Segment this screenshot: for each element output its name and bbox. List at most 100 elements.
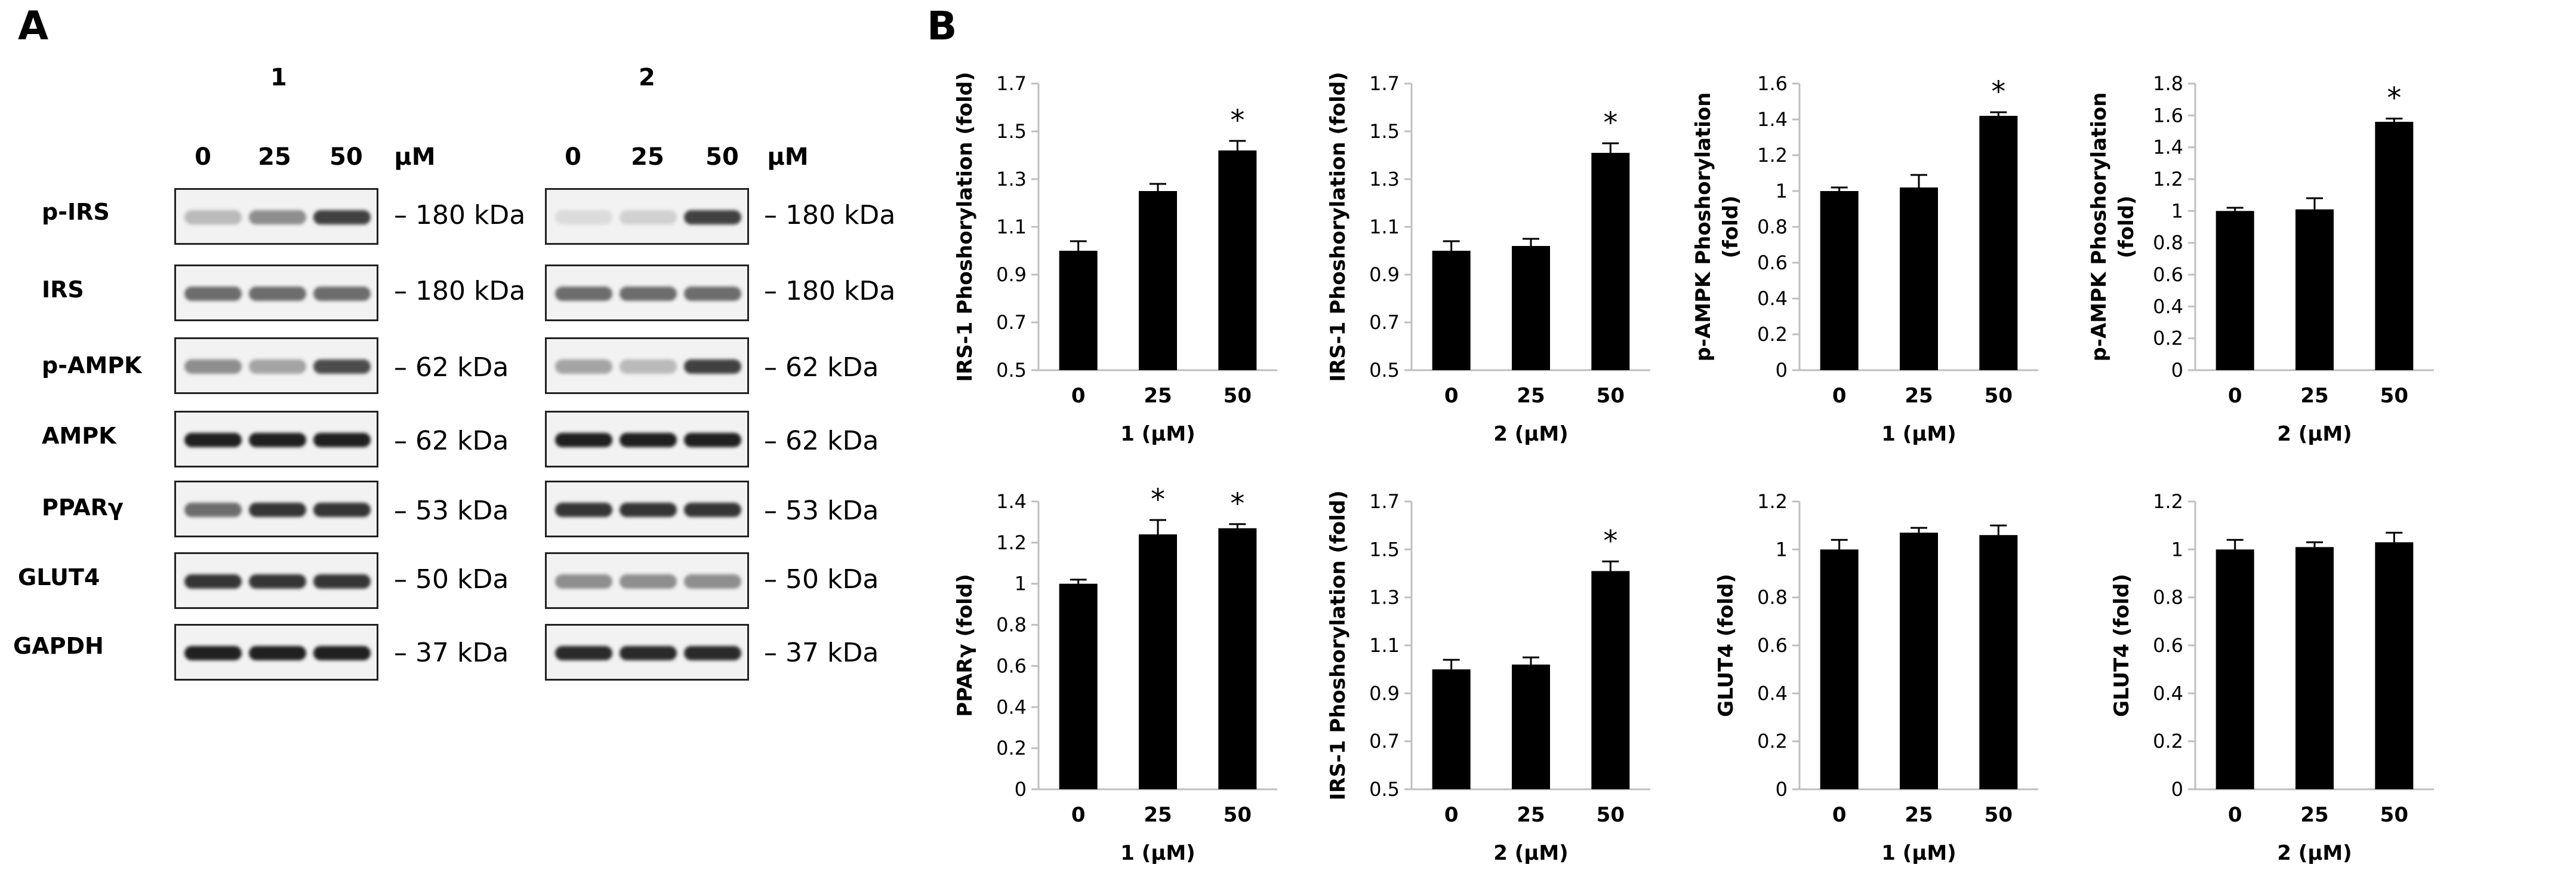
- blot-band: [313, 646, 371, 660]
- chart3-y-tick-label: 1.4: [2153, 136, 2183, 159]
- chart5-x-tick-label: 50: [1597, 803, 1625, 827]
- chart3-x-tick-label: 50: [2380, 384, 2408, 408]
- chart7-y-tick-label: 1.2: [2153, 490, 2183, 513]
- chart3-bar-25: [2295, 209, 2334, 370]
- blot1-strip-0: [174, 188, 378, 245]
- blot-band: [249, 287, 306, 301]
- blot2-strip-6: [545, 624, 749, 681]
- chart1-y-tick-label: 1.3: [1369, 168, 1400, 190]
- chart2-y-tick-label: 0.2: [1757, 323, 1788, 346]
- chart4-y-tick-label: 1: [1015, 573, 1027, 595]
- chart2-y-tick-label: 1.2: [1757, 144, 1788, 167]
- chart3-y-tick-label: 0: [2171, 359, 2183, 382]
- blot-band: [555, 503, 612, 517]
- chart3-y-tick-label: 0.2: [2153, 327, 2183, 350]
- chart7-x-tick-label: 50: [2380, 803, 2408, 827]
- blot2-kda-p-irs: – 180 kDa: [764, 200, 896, 230]
- blot-band: [184, 646, 242, 660]
- blot-band: [184, 287, 242, 301]
- chart2-x-tick-label: 50: [1985, 384, 2013, 408]
- blot2-kda-p-ampk: – 62 kDa: [764, 352, 879, 383]
- chart0-x-tick-label: 0: [1071, 384, 1086, 408]
- chart3-x-label: 2 (μM): [2277, 422, 2352, 446]
- chart5-y-tick-label: 0.9: [1369, 682, 1400, 705]
- blot-band: [620, 359, 677, 374]
- blot-band: [249, 359, 306, 374]
- chart5-y-tick-label: 1.5: [1369, 538, 1400, 561]
- blot-band: [684, 287, 741, 301]
- blot-band: [555, 433, 612, 447]
- row-label-p-ampk: p-AMPK: [42, 352, 142, 379]
- chart0-bar-0: [1059, 251, 1098, 370]
- chart7-bar-25: [2295, 547, 2334, 789]
- chart2-y-tick-label: 1: [1776, 180, 1788, 202]
- chart2-y-tick-label: 0.8: [1757, 216, 1788, 238]
- chart1-bar-0: [1432, 251, 1471, 370]
- chart3-x-tick-label: 25: [2300, 384, 2328, 408]
- chart7-x-tick-label: 25: [2300, 803, 2328, 827]
- blot1-strip-2: [174, 337, 378, 394]
- blot1-strip-1: [174, 264, 378, 321]
- chart4-y-tick-label: 0.2: [996, 737, 1027, 759]
- blot-band: [620, 287, 677, 301]
- chart5-bar-0: [1432, 669, 1471, 789]
- blot1-kda-p-irs: – 180 kDa: [394, 200, 526, 230]
- blot-band: [620, 210, 677, 224]
- chart2-y-tick-label: 1.4: [1757, 108, 1788, 131]
- chart3-y-tick-label: 1: [2171, 199, 2183, 222]
- blot-band: [313, 359, 371, 374]
- chart2-bar-50: [1979, 116, 2018, 370]
- chart6-x-label: 1 (μM): [1881, 841, 1956, 865]
- chart2-y-tick-label: 0.6: [1757, 251, 1788, 274]
- chart7-y-tick-label: 0.8: [2153, 586, 2183, 609]
- chart7-bar-50: [2375, 542, 2414, 789]
- blot-band: [684, 574, 741, 589]
- chart5-x-label: 2 (μM): [1493, 841, 1568, 865]
- chart7-bar-0: [2216, 549, 2254, 789]
- blot2-unit: μM: [767, 143, 809, 171]
- chart4-bar-0: [1059, 583, 1098, 789]
- chart4-y-tick-label: 0.4: [996, 696, 1027, 718]
- chart4-y-tick-label: 1.2: [996, 531, 1027, 554]
- chart6-y-tick-label: 0: [1776, 778, 1788, 801]
- blot-band: [555, 359, 612, 374]
- blot-band: [620, 574, 677, 589]
- chart6-x-tick-label: 50: [1985, 803, 2013, 827]
- chart1-y-tick-label: 1.1: [1369, 216, 1400, 238]
- blot-band: [684, 433, 741, 447]
- chart2-bar-25: [1900, 187, 1938, 370]
- chart3-y-tick-label: 1.6: [2153, 104, 2183, 127]
- blot2-kda-ppargamma: – 53 kDa: [764, 496, 879, 526]
- chart3-y-tick-label: 0.6: [2153, 263, 2183, 286]
- chart3-y-label: p-AMPK Phoshorylation: [2087, 93, 2111, 362]
- chart5-bar-50: [1591, 571, 1630, 789]
- chart6-x-tick-label: 25: [1905, 803, 1933, 827]
- blot-band: [184, 359, 242, 374]
- blot1-strip-3: [174, 411, 378, 467]
- chart6-y-tick-label: 0.2: [1757, 730, 1788, 753]
- chart1-significance-star: *: [1603, 106, 1617, 140]
- chart4-x-label: 1 (μM): [1120, 841, 1195, 865]
- blot1-strip-4: [174, 481, 378, 537]
- chart1-y-tick-label: 0.5: [1369, 359, 1400, 382]
- chart5-y-tick-label: 0.7: [1369, 730, 1400, 753]
- blot-band: [184, 574, 242, 589]
- blot-title-compound-1: 1: [270, 64, 287, 91]
- row-label-p-irs: p-IRS: [42, 199, 110, 225]
- blot-band: [555, 210, 612, 224]
- chart4-y-tick-label: 1.4: [996, 490, 1027, 513]
- blot-band: [555, 287, 612, 301]
- chart5-y-tick-label: 1.3: [1369, 586, 1400, 609]
- blot-band: [184, 503, 242, 517]
- chart1-y-label: IRS-1 Phoshorylation (fold): [1326, 72, 1350, 382]
- row-label-irs: IRS: [42, 276, 84, 303]
- blot-band: [684, 210, 741, 224]
- panel-label-a: A: [18, 3, 49, 49]
- chart0-bar-50: [1218, 150, 1257, 370]
- chart5-y-tick-label: 1.1: [1369, 634, 1400, 657]
- blot1-kda-p-ampk: – 62 kDa: [394, 352, 509, 383]
- chart0-significance-star: *: [1230, 104, 1244, 137]
- blot1-lane-25: 25: [258, 143, 291, 171]
- chart0-y-tick-label: 0.7: [996, 311, 1027, 334]
